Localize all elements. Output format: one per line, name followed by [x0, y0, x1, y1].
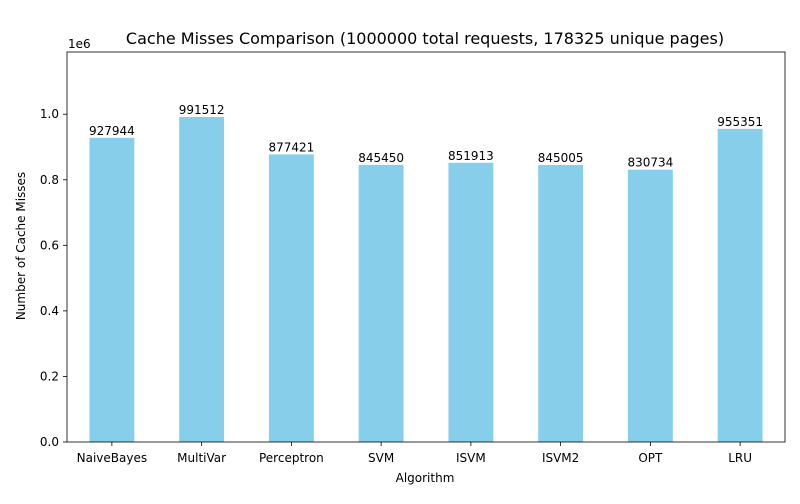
x-tick-label: Perceptron — [259, 451, 324, 465]
y-tick-label: 1.0 — [40, 107, 59, 121]
chart-title: Cache Misses Comparison (1000000 total r… — [126, 29, 724, 48]
bar-value-label: 927944 — [89, 124, 135, 138]
x-tick-label: LRU — [728, 451, 752, 465]
y-axis-offset-label: 1e6 — [68, 37, 91, 51]
y-axis-label: Number of Cache Misses — [14, 172, 28, 320]
y-tick-label: 0.8 — [40, 173, 59, 187]
bar-value-label: 991512 — [179, 103, 225, 117]
plot-area: 927944 NaiveBayes 991512 MultiVar 877421 Perc… — [40, 51, 786, 465]
x-tick-label: MultiVar — [177, 451, 226, 465]
bar — [89, 137, 135, 442]
y-tick-label: 0.0 — [40, 435, 59, 449]
bar — [627, 169, 673, 442]
y-tick-label: 0.4 — [40, 304, 59, 318]
plot-frame — [66, 51, 786, 443]
bar — [717, 128, 763, 442]
bar-value-label: 955351 — [717, 115, 763, 129]
y-tick-label: 0.6 — [40, 238, 59, 252]
bar — [448, 162, 494, 442]
bar-value-label: 845450 — [358, 151, 404, 165]
bar-value-label: 851913 — [448, 149, 494, 163]
x-tick-label: ISVM — [456, 451, 486, 465]
bar — [538, 165, 584, 442]
bar — [268, 154, 314, 442]
x-tick-label: SVM — [368, 451, 394, 465]
x-tick-label: ISVM2 — [542, 451, 579, 465]
bar-value-label: 830734 — [627, 156, 673, 170]
bar — [358, 164, 404, 442]
x-tick-label: NaiveBayes — [77, 451, 147, 465]
bar-value-label: 877421 — [268, 140, 314, 154]
bar-value-label: 845005 — [538, 151, 584, 165]
bar — [179, 117, 225, 442]
x-axis-label: Algorithm — [396, 471, 455, 485]
y-tick-label: 0.2 — [40, 369, 59, 383]
x-tick-label: OPT — [638, 451, 663, 465]
